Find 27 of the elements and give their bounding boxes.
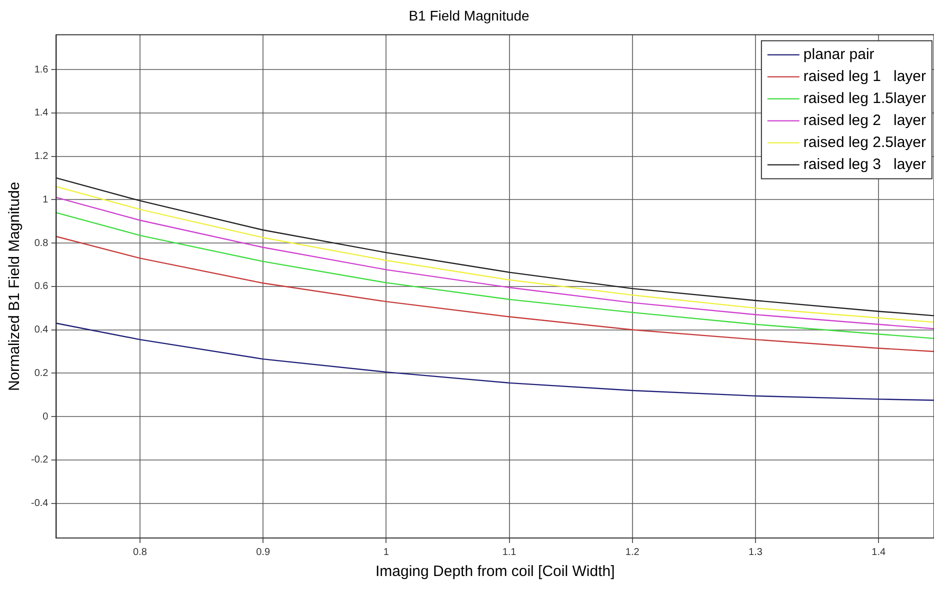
y-tick-label: 1.6 xyxy=(34,64,49,76)
y-axis-title: Normalized B1 Field Magnitude xyxy=(6,182,24,392)
legend-label: raised leg 2 layer xyxy=(803,112,926,129)
x-tick-label: 0.9 xyxy=(256,546,270,558)
legend-label: raised leg 1 layer xyxy=(803,68,926,85)
x-tick-label: 1.2 xyxy=(625,546,640,558)
y-tick-label: -0.2 xyxy=(30,454,49,466)
x-axis-title: Imaging Depth from coil [Coil Width] xyxy=(375,563,615,580)
y-tick-label: -0.4 xyxy=(30,498,49,510)
legend-label: raised leg 2.5layer xyxy=(803,134,926,151)
y-tick-label: 0.8 xyxy=(34,238,49,249)
y-tick-label: 1 xyxy=(42,194,49,206)
y-tick-label: 0.6 xyxy=(34,281,49,292)
y-tick-label: 0.2 xyxy=(34,368,49,379)
y-tick-label: 1.4 xyxy=(34,108,49,119)
legend-label: raised leg 1.5layer xyxy=(803,90,926,107)
x-tick-label: 1.1 xyxy=(502,546,517,558)
legend-label: planar pair xyxy=(803,46,874,63)
y-tick-label: 0.4 xyxy=(34,324,49,336)
y-tick-label: 0 xyxy=(42,411,49,422)
x-tick-label: 1.3 xyxy=(748,546,763,558)
x-tick-label: 1.4 xyxy=(872,546,886,558)
y-tick-label: 1.2 xyxy=(34,151,49,162)
x-tick-label: 1 xyxy=(383,546,390,558)
legend-label: raised leg 3 layer xyxy=(803,156,926,173)
chart-title: B1 Field Magnitude xyxy=(408,7,530,24)
x-tick-label: 0.8 xyxy=(132,546,148,558)
